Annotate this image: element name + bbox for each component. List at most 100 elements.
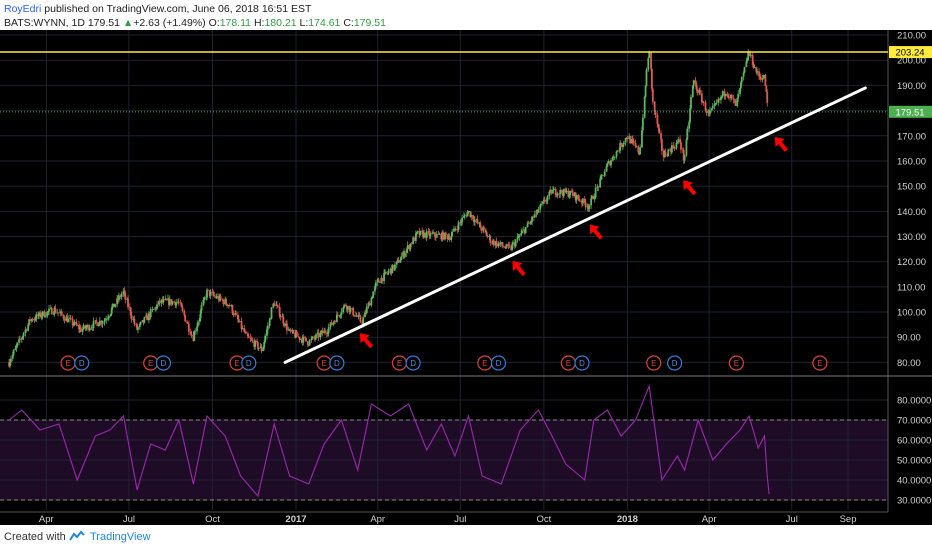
candle-body — [15, 346, 18, 349]
candle-body — [114, 304, 117, 307]
candle-body — [345, 304, 347, 306]
candle-body — [523, 229, 525, 231]
rsi-line — [8, 383, 770, 498]
candle-body — [197, 321, 199, 327]
close-value: 179.51 — [353, 17, 386, 29]
candle-body — [677, 139, 680, 143]
candle-body — [664, 152, 667, 156]
candle-body — [359, 316, 362, 322]
candle-body — [218, 295, 221, 301]
candle-body — [396, 259, 399, 262]
candle-body — [654, 111, 657, 116]
candle-body — [222, 300, 225, 305]
candle-body — [238, 321, 241, 322]
candle-body — [752, 64, 755, 68]
candle-body — [253, 341, 256, 347]
earnings-marker — [728, 355, 744, 371]
candle-body — [592, 196, 595, 200]
author-link[interactable]: RoyEdri — [4, 3, 42, 15]
candle-body — [479, 222, 482, 228]
candle-body — [376, 279, 379, 283]
candle-body — [423, 232, 425, 238]
candle-body — [190, 334, 193, 336]
candle-body — [661, 139, 663, 151]
candle-body — [580, 200, 583, 202]
candle-body — [384, 271, 386, 273]
candle-body — [92, 321, 95, 329]
price-tick-label: 110.00 — [897, 282, 925, 293]
candle-body — [590, 198, 592, 206]
candle-body — [262, 347, 265, 351]
time-tick-label: Oct — [536, 514, 551, 525]
time-tick-label: 2017 — [285, 514, 306, 525]
candle-body — [414, 233, 417, 241]
candle-body — [581, 201, 583, 204]
dividend-marker — [155, 355, 172, 371]
candle-body — [539, 204, 542, 210]
candle-body — [610, 160, 612, 166]
candle-body — [141, 320, 144, 322]
candle-body — [671, 145, 673, 153]
candle-body — [751, 55, 754, 65]
candle-body — [21, 336, 24, 339]
candle-body — [196, 326, 198, 332]
candle-body — [302, 336, 305, 343]
candle-body — [631, 139, 634, 141]
event-marker-label: E — [817, 359, 822, 368]
candle-body — [413, 237, 415, 241]
candle-body — [434, 232, 436, 237]
candle-body — [326, 332, 329, 334]
candle-body — [170, 299, 173, 305]
candle-body — [641, 130, 643, 148]
dividend-marker — [329, 355, 345, 371]
candle-body — [428, 231, 431, 237]
candle-body — [743, 66, 746, 73]
candle-body — [63, 318, 66, 321]
candle-body — [44, 316, 47, 318]
candle-body — [572, 192, 574, 196]
candle-body — [667, 149, 670, 157]
candle-body — [657, 123, 660, 129]
candle-body — [171, 301, 174, 305]
candle-body — [324, 330, 326, 333]
candle-body — [651, 68, 653, 89]
event-marker-label: E — [482, 359, 487, 368]
candle-body — [742, 72, 745, 77]
candle-body — [714, 103, 717, 105]
time-tick-label: Jul — [786, 514, 798, 525]
candle-body — [46, 311, 49, 317]
dividend-marker — [74, 355, 90, 371]
candle-body — [327, 327, 330, 333]
price-chart[interactable]: 80.00 90.00 100.00 110.00 120.00 130.00 140.00… — [0, 30, 932, 525]
candle-body — [38, 312, 40, 317]
candle-body — [49, 307, 52, 309]
candle-body — [22, 332, 25, 337]
candle-body — [429, 233, 432, 237]
candle-body — [710, 108, 713, 111]
event-marker-label: E — [734, 359, 739, 368]
candle-body — [611, 156, 614, 161]
price-tick-label: 160.00 — [897, 156, 926, 167]
candle-body — [240, 321, 243, 329]
candle-body — [682, 149, 685, 161]
price-tick-label: 190.00 — [897, 81, 926, 92]
candle-body — [632, 140, 635, 144]
tradingview-brand[interactable]: TradingView — [90, 531, 151, 543]
candle-body — [463, 215, 466, 217]
candle-body — [559, 190, 562, 195]
candle-body — [370, 298, 373, 306]
candle-body — [482, 227, 484, 231]
candle-body — [696, 89, 699, 93]
candle-body — [561, 190, 563, 194]
candle-body — [524, 227, 527, 234]
rsi-tick-label: 40.0000 — [897, 476, 931, 487]
candle-body — [314, 338, 316, 340]
candle-body — [448, 237, 451, 240]
candle-body — [231, 305, 234, 314]
candle-body — [50, 307, 53, 315]
candle-body — [683, 155, 686, 161]
time-tick-label: Apr — [370, 514, 385, 525]
candle-body — [315, 334, 317, 339]
candle-body — [395, 261, 398, 265]
candle-body — [57, 312, 60, 314]
